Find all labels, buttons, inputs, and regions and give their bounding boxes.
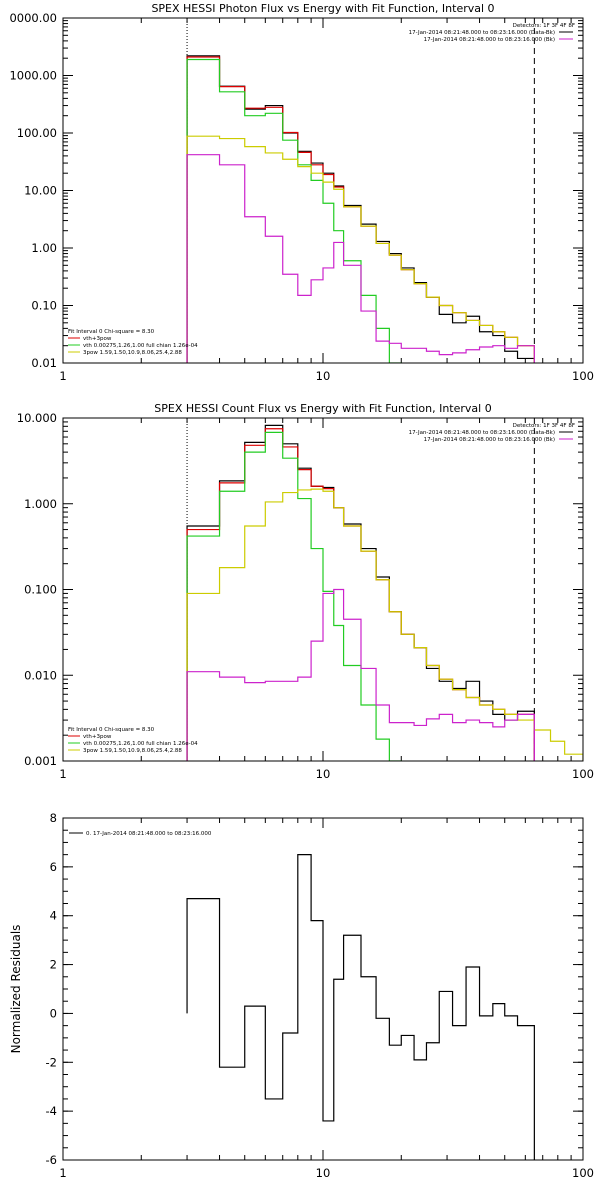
chart-panel-2: Normalized Residuals 1 10 100 -6 -4 -2 0 2 4 6 8 0. … [9,811,594,1180]
plot-area [186,424,583,761]
series-residuals [186,854,535,1160]
fit-legend-text: 3pow 1.59,1.50,10.9,8.06,25.4,2.88 [83,748,182,754]
y-tick-label: 10.00 [24,184,57,198]
chart-panel-0: SPEX HESSI Photon Flux vs Energy with Fi… [9,2,594,383]
y-tick-label: 1000.00 [9,69,57,83]
y-tick-label: 10.000 [17,411,57,425]
y-tick-label: 1.000 [24,497,57,511]
fit-legend-text: vth 0.00275,1.26,1.00 full chian 1.26e-0… [83,343,198,349]
x-tick-label: 10 [316,767,331,781]
series-vth-3pow [186,428,535,761]
y-tick-label: -4 [46,1104,57,1118]
series-vth [186,58,402,363]
x-tick-label: 1 [59,767,66,781]
info-row-text: 17-Jan-2014 08:21:48.000 to 08:23:16.000… [424,37,555,43]
info-row-text: 17-Jan-2014 08:21:48.000 to 08:23:16.000… [409,430,555,436]
fit-header: Fit Interval 0 Chi-square = 8.30 [68,329,155,335]
chart-title: SPEX HESSI Count Flux vs Energy with Fit… [154,402,491,415]
fit-legend-text: vth+3pow [83,336,112,342]
y-tick-label: 0.01 [31,356,57,370]
plot-frame [62,417,584,762]
y-tick-label: 1.00 [31,241,57,255]
series-3pow [186,135,535,363]
series-bk [186,588,535,761]
y-tick-label: 0.001 [24,754,57,768]
plot-frame [62,817,584,1161]
info-row-text: 17-Jan-2014 08:21:48.000 to 08:23:16.000… [409,30,555,36]
fit-legend-text: vth+3pow [83,734,112,740]
y-tick-label: 0.10 [31,299,57,313]
x-tick-label: 100 [572,369,594,383]
y-tick-label: 100.00 [17,126,57,140]
plot-area [186,55,535,363]
detectors-label: Detectors: 1F 3F 4F 8F [513,423,575,429]
x-tick-label: 10 [316,369,331,383]
series-data-bk [186,424,535,761]
y-tick-label: 2 [50,958,57,972]
x-tick-label: 1 [59,369,66,383]
series-bk [186,154,535,363]
y-tick-label: 0.100 [24,583,57,597]
detectors-label: Detectors: 1F 3F 4F 8F [513,23,575,29]
y-tick-label: 0000.00 [9,11,57,25]
y-tick-label: -2 [46,1055,57,1069]
residual-legend-text: 0. 17-Jan-2014 08:21:48.000 to 08:23:16.… [86,831,212,837]
y-tick-label: 4 [50,909,57,923]
x-tick-label: 100 [572,1166,594,1180]
fit-legend-text: 3pow 1.59,1.50,10.9,8.06,25.4,2.88 [83,350,182,356]
series-data-bk [186,55,535,363]
y-tick-label: 6 [50,860,57,874]
plot-area [186,854,535,1160]
fit-header: Fit Interval 0 Chi-square = 8.30 [68,727,155,733]
x-tick-label: 10 [316,1166,331,1180]
y-tick-label: 0 [50,1006,57,1020]
chart-panel-1: SPEX HESSI Count Flux vs Energy with Fit… [17,402,594,781]
chart-title: SPEX HESSI Photon Flux vs Energy with Fi… [151,2,494,15]
series-vth [186,431,402,761]
y-tick-label: 0.010 [24,668,57,682]
fit-legend-text: vth 0.00275,1.26,1.00 full chian 1.26e-0… [83,741,198,747]
x-tick-label: 1 [59,1166,66,1180]
y-tick-label: 8 [50,811,57,825]
info-row-text: 17-Jan-2014 08:21:48.000 to 08:23:16.000… [424,437,555,443]
y-axis-label: Normalized Residuals [9,925,23,1054]
plot-frame [62,17,584,364]
x-tick-label: 100 [572,767,594,781]
y-tick-label: -6 [46,1153,57,1167]
series-3pow [186,488,583,761]
